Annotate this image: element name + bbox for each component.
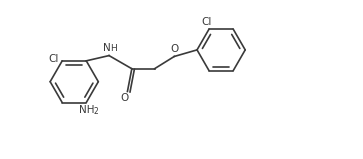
Text: Cl: Cl (48, 54, 59, 64)
Text: 2: 2 (94, 107, 98, 116)
Text: O: O (170, 44, 178, 54)
Text: H: H (110, 44, 117, 52)
Text: O: O (121, 93, 129, 103)
Text: N: N (103, 43, 111, 53)
Text: NH: NH (79, 105, 95, 115)
Text: Cl: Cl (202, 17, 212, 27)
